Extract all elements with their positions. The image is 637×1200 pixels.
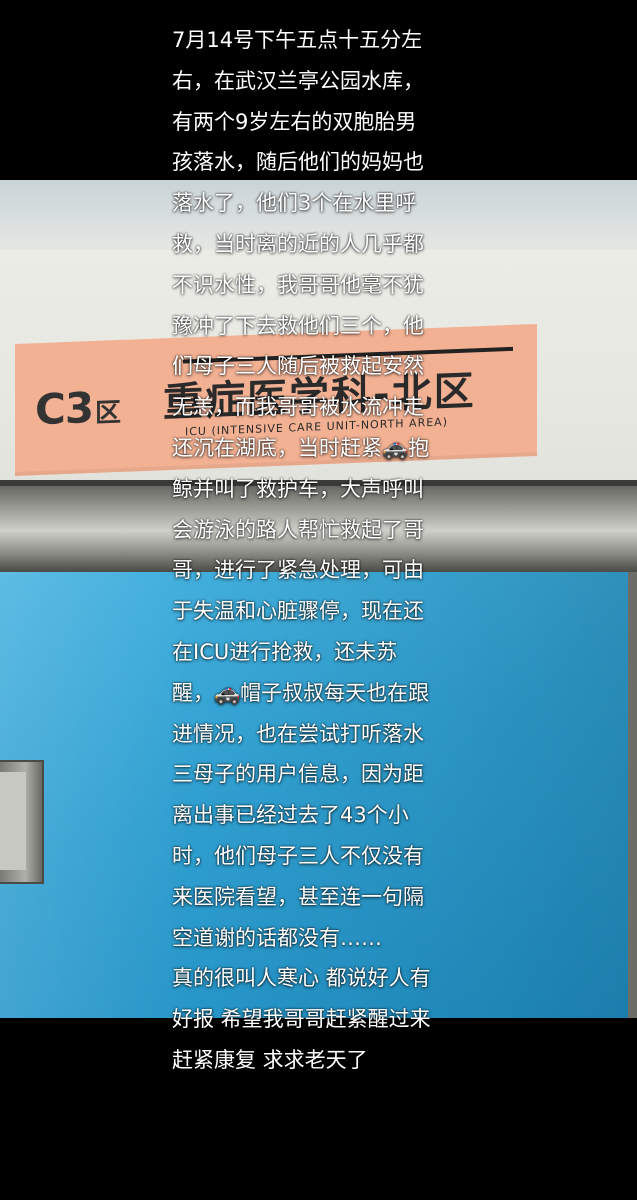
beam-line: [0, 480, 637, 486]
text-line: 空道谢的话都没有……: [172, 925, 382, 950]
blue-glass-door: [0, 572, 637, 1018]
background-photo: C3区 重症医学科-北区 ICU (INTENSIVE CARE UNIT-NO…: [0, 180, 637, 1018]
text-line: 进情况，也在尝试打听落水: [172, 721, 424, 746]
text-line: 三母子的用户信息，因为距: [172, 762, 424, 787]
text-line: 在ICU进行抢救，还未苏: [172, 639, 398, 664]
sign-code: C3区: [35, 382, 120, 434]
text-line: 无恙，而我哥哥被水流冲走: [172, 395, 424, 420]
text-line: 时，他们母子三人不仅没有: [172, 843, 424, 868]
text-line: 离出事已经过去了43个小: [172, 803, 409, 828]
text-line: 救，当时离的近的人几乎都: [172, 231, 424, 256]
text-line: 孩落水，随后他们的妈妈也: [172, 150, 424, 175]
sign-code-suffix: 区: [95, 397, 121, 429]
text-line: 7月14号下午五点十五分左: [172, 28, 423, 52]
text-line: 右，在武汉兰亭公园水库，: [172, 68, 424, 93]
overlay-text: 7月14号下午五点十五分左 右，在武汉兰亭公园水库， 有两个9岁左右的双胞胎男 …: [172, 20, 492, 1081]
text-line: 还沉在湖底，当时赶紧🚓抱: [172, 435, 430, 460]
text-line: 落水了，他们3个在水里呼: [172, 191, 417, 216]
text-line: 真的很叫人寒心 都说好人有: [172, 966, 431, 991]
text-line: 豫冲了下去救他们三个，他: [172, 313, 424, 338]
text-line: 会游泳的路人帮忙救起了哥: [172, 517, 424, 542]
text-line: 鲸并叫了救护车，大声呼叫: [172, 476, 424, 501]
sign-code-text: C3: [35, 383, 94, 435]
text-line: 于失温和心脏骤停，现在还: [172, 599, 424, 624]
text-line: 赶紧康复 求求老天了: [172, 1047, 368, 1072]
text-line: 来医院看望，甚至连一句隔: [172, 884, 424, 909]
door-frame: [628, 572, 637, 1018]
text-line: 有两个9岁左右的双胞胎男: [172, 109, 417, 134]
door-beam: [0, 480, 637, 572]
text-line: 不识水性，我哥哥他毫不犹: [172, 272, 424, 297]
text-line: 哥，进行了紧急处理，可由: [172, 558, 424, 583]
text-line: 们母子三人随后被救起安然: [172, 354, 424, 379]
door-handle-inner: [0, 772, 26, 870]
door-handle: [0, 760, 44, 884]
text-line: 醒，🚓帽子叔叔每天也在跟: [172, 680, 430, 705]
glass-shade: [0, 572, 637, 1018]
text-line: 好报 希望我哥哥赶紧醒过来: [172, 1007, 431, 1032]
